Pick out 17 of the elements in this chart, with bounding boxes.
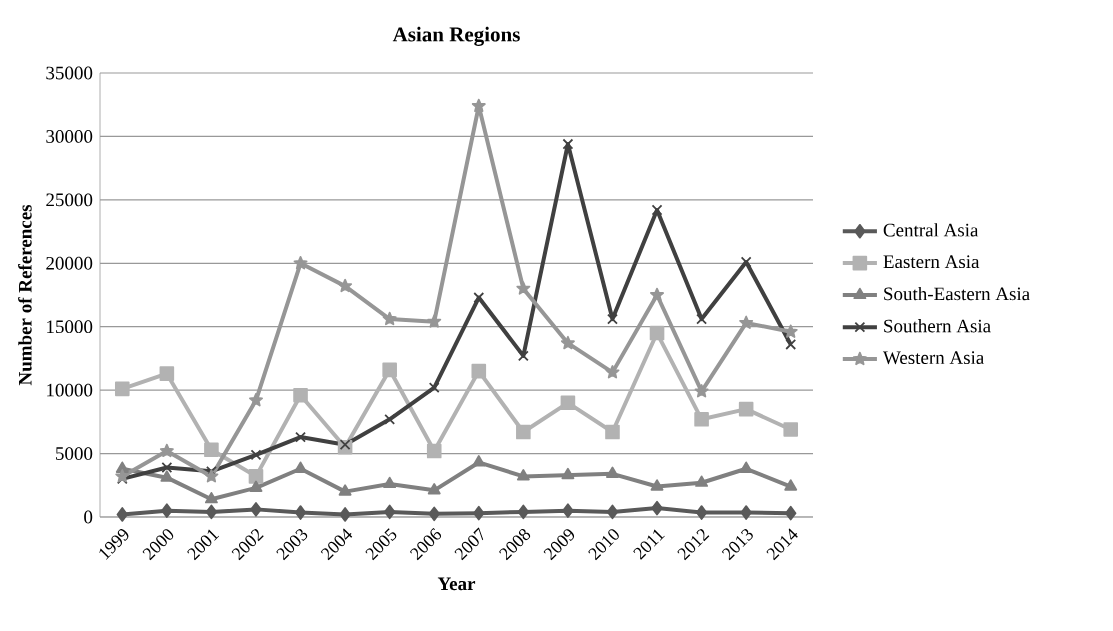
y-tick-label: 35000 [46, 66, 93, 80]
y-tick-label: 25000 [46, 193, 93, 207]
y-tick-label: 0 [84, 510, 93, 524]
legend-label: Western Asia [882, 351, 985, 365]
legend-label: Central Asia [883, 223, 979, 237]
y-tick-label: 15000 [47, 320, 93, 334]
legend-label: Southern Asia [884, 319, 991, 333]
legend-label: South-Eastern Asia [884, 286, 1030, 301]
y-axis-title: Number of References [18, 204, 32, 386]
y-tick-label: 30000 [46, 130, 93, 143]
y-tick-label: 5000 [56, 447, 93, 460]
y-tick-label: 10000 [47, 383, 93, 397]
y-tick-label: 20000 [46, 256, 93, 270]
x-axis-title: Year [437, 577, 476, 591]
chart-title: Asian Regions [392, 26, 520, 46]
legend-label: Eastern Asia [883, 255, 980, 269]
x-tick-label: 2001 [187, 529, 220, 561]
